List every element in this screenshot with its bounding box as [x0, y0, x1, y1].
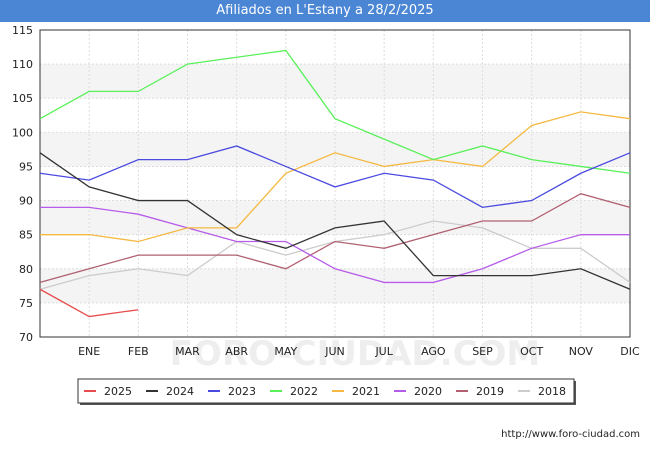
y-tick-label: 80 [19, 263, 33, 276]
x-tick-label: DIC [620, 345, 640, 358]
series-line-2022 [39, 49, 631, 174]
y-tick-label: 100 [12, 126, 33, 139]
y-tick-label: 90 [19, 195, 33, 208]
series-line-2024 [39, 152, 631, 290]
series-line-2025 [39, 288, 139, 318]
series-line-2023 [39, 145, 631, 209]
legend-label-2019: 2019 [476, 385, 504, 398]
plot-frame [39, 29, 631, 338]
x-tick-label: ABR [225, 345, 248, 358]
y-tick-label: 95 [19, 160, 33, 173]
x-tick-label: MAR [175, 345, 200, 358]
legend-label-2025: 2025 [104, 385, 132, 398]
series-line-2019 [39, 193, 631, 284]
x-tick-label: FEB [128, 345, 149, 358]
x-tick-label: NOV [569, 345, 594, 358]
y-tick-label: 70 [19, 331, 33, 344]
series-line-2020 [40, 206, 630, 284]
legend-box [77, 378, 575, 404]
x-tick-label: JUN [324, 345, 345, 358]
x-tick-label: SEP [472, 345, 493, 358]
chart-title: Afiliados en L'Estany a 28/2/2025 [0, 0, 650, 22]
y-tick-label: 115 [12, 24, 33, 37]
y-tick-label: 75 [19, 297, 33, 310]
watermark: FORO-CIUDAD.COM [170, 334, 541, 374]
x-tick-label: AGO [421, 345, 446, 358]
x-tick-label: ENE [78, 345, 100, 358]
legend-label-2018: 2018 [538, 385, 566, 398]
x-tick-label: MAY [274, 345, 297, 358]
y-tick-label: 85 [19, 229, 33, 242]
y-tick-label: 110 [12, 58, 33, 71]
legend-label-2024: 2024 [166, 385, 194, 398]
legend-label-2022: 2022 [290, 385, 318, 398]
legend-label-2021: 2021 [352, 385, 380, 398]
x-tick-label: OCT [520, 345, 543, 358]
series-line-2021 [40, 111, 631, 243]
legend-label-2023: 2023 [228, 385, 256, 398]
y-tick-label: 105 [12, 92, 33, 105]
grid-band [40, 64, 630, 99]
grid-band [40, 200, 630, 235]
x-tick-label: JUL [374, 345, 393, 358]
source-url[interactable]: http://www.foro-ciudad.com [501, 429, 640, 440]
legend-label-2020: 2020 [414, 385, 442, 398]
